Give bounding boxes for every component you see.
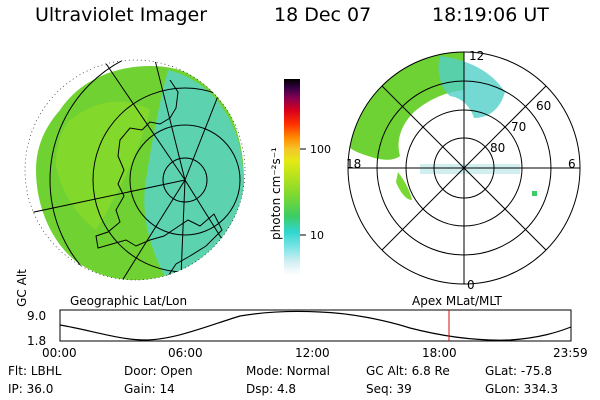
colorbar-units: photon cm⁻²s⁻¹ bbox=[269, 147, 283, 240]
geographic-map bbox=[24, 59, 246, 281]
info-mode: Mode: Normal bbox=[246, 364, 330, 378]
lat-circle-4 bbox=[49, 60, 245, 280]
info-door: Door: Open bbox=[124, 364, 193, 378]
coastline-island bbox=[65, 269, 81, 280]
mlat-label-70: 70 bbox=[511, 120, 526, 134]
gcalt-value: 6.8 Re bbox=[411, 364, 450, 378]
time-tick-1200: 12:00 bbox=[295, 346, 330, 360]
image-time: 18:19:06 UT bbox=[432, 4, 549, 26]
info-dsp: Dsp: 4.8 bbox=[246, 382, 297, 396]
gain-value: 14 bbox=[159, 382, 175, 396]
altitude-ytick-1: 1.8 bbox=[27, 334, 46, 348]
altitude-plot: GC Alt 9.0 1.8 00:00 06:00 12:00 18:00 2… bbox=[15, 269, 588, 360]
mlat-label-80: 80 bbox=[490, 141, 505, 155]
time-tick-2359: 23:59 bbox=[553, 346, 588, 360]
ip-value: 36.0 bbox=[26, 382, 54, 396]
coastline bbox=[95, 79, 223, 277]
polar-outer-ring bbox=[347, 51, 581, 285]
info-seq: Seq: 39 bbox=[366, 382, 412, 396]
dsp-value: 4.8 bbox=[276, 382, 297, 396]
time-tick-0000: 00:00 bbox=[42, 346, 77, 360]
colorbar: 100 10 photon cm⁻²s⁻¹ bbox=[269, 79, 331, 275]
info-ip: IP: 36.0 bbox=[8, 382, 54, 396]
midnight-band bbox=[420, 164, 520, 174]
auroral-speck bbox=[532, 191, 537, 196]
mlt-label-6: 6 bbox=[568, 157, 576, 171]
seq-value: 39 bbox=[396, 382, 412, 396]
auroral-image-left-dim bbox=[144, 70, 244, 280]
polar-plot: 12 18 6 0 60 70 80 bbox=[346, 49, 581, 292]
info-glon: GLon: 334.3 bbox=[485, 382, 558, 396]
auroral-image-right-dim bbox=[438, 56, 505, 118]
altitude-ytick-9: 9.0 bbox=[27, 309, 46, 323]
mlt-diag-2 bbox=[381, 85, 547, 251]
flt-value: LBHL bbox=[30, 364, 62, 378]
info-glat: GLat: -75.8 bbox=[485, 364, 552, 378]
glon-value: 334.3 bbox=[523, 382, 558, 396]
image-date: 18 Dec 07 bbox=[274, 4, 372, 26]
left-map-edge bbox=[24, 59, 246, 281]
mlt-label-12: 12 bbox=[469, 49, 484, 63]
lat-circle-2 bbox=[129, 124, 241, 236]
app-title: Ultraviolet Imager bbox=[35, 4, 208, 26]
lat-circle-1 bbox=[162, 157, 208, 203]
altitude-frame bbox=[59, 309, 572, 342]
colorbar-scale bbox=[284, 79, 300, 275]
mode-value: Normal bbox=[286, 364, 330, 378]
altitude-ylabel: GC Alt bbox=[15, 269, 29, 307]
info-flt: Flt: LBHL bbox=[8, 364, 62, 378]
colorbar-label-10: 10 bbox=[310, 229, 324, 242]
info-gcalt: GC Alt: 6.8 Re bbox=[366, 364, 450, 378]
info-gain: Gain: 14 bbox=[124, 382, 175, 396]
auroral-image-left-bright bbox=[56, 101, 150, 230]
mlt-label-18: 18 bbox=[346, 157, 361, 171]
left-map-label: Geographic Lat/Lon bbox=[70, 294, 187, 308]
right-map-label: Apex MLat/MLT bbox=[412, 294, 502, 308]
time-tick-0600: 06:00 bbox=[168, 346, 203, 360]
glat-value: -75.8 bbox=[520, 364, 552, 378]
door-value: Open bbox=[160, 364, 193, 378]
auroral-image-right bbox=[348, 52, 464, 160]
auroral-arc bbox=[396, 172, 412, 200]
colorbar-label-100: 100 bbox=[310, 143, 331, 156]
mlt-label-0: 0 bbox=[467, 278, 475, 292]
time-tick-1800: 18:00 bbox=[422, 346, 457, 360]
mlat-label-60: 60 bbox=[536, 99, 551, 113]
altitude-curve bbox=[59, 310, 572, 341]
